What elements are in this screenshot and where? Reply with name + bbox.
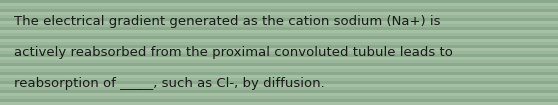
Bar bbox=[0, 99, 558, 102]
Bar bbox=[0, 75, 558, 78]
Bar bbox=[0, 0, 558, 3]
Bar bbox=[0, 48, 558, 51]
Bar bbox=[0, 72, 558, 75]
Bar bbox=[0, 30, 558, 33]
Bar bbox=[0, 84, 558, 87]
Bar bbox=[0, 3, 558, 6]
Bar bbox=[0, 42, 558, 45]
Bar bbox=[0, 33, 558, 36]
Bar bbox=[0, 36, 558, 39]
Bar bbox=[0, 90, 558, 93]
Bar bbox=[0, 45, 558, 48]
Bar bbox=[0, 18, 558, 21]
Bar bbox=[0, 78, 558, 81]
Bar bbox=[0, 12, 558, 15]
Bar bbox=[0, 54, 558, 57]
Bar bbox=[0, 9, 558, 12]
Bar bbox=[0, 24, 558, 27]
Bar bbox=[0, 15, 558, 18]
Bar bbox=[0, 27, 558, 30]
Bar bbox=[0, 39, 558, 42]
Bar bbox=[0, 60, 558, 63]
Bar bbox=[0, 102, 558, 105]
Bar bbox=[0, 69, 558, 72]
Bar bbox=[0, 63, 558, 66]
Bar bbox=[0, 93, 558, 96]
Bar bbox=[0, 87, 558, 90]
Text: actively reabsorbed from the proximal convoluted tubule leads to: actively reabsorbed from the proximal co… bbox=[14, 46, 453, 59]
Bar bbox=[0, 96, 558, 99]
Bar bbox=[0, 81, 558, 84]
Bar bbox=[0, 6, 558, 9]
Text: The electrical gradient generated as the cation sodium (Na+) is: The electrical gradient generated as the… bbox=[14, 14, 440, 28]
Bar bbox=[0, 57, 558, 60]
Text: reabsorption of _____, such as Cl-, by diffusion.: reabsorption of _____, such as Cl-, by d… bbox=[14, 77, 325, 91]
Bar bbox=[0, 51, 558, 54]
Bar bbox=[0, 21, 558, 24]
Bar bbox=[0, 66, 558, 69]
